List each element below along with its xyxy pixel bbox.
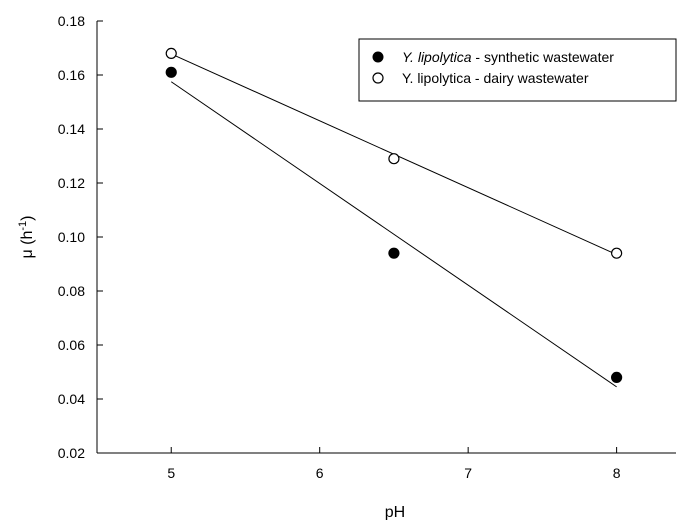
legend-label-dairy: Y. lipolytica - dairy wastewater	[402, 70, 589, 86]
legend-label-synthetic-rest: - synthetic wastewater	[472, 49, 615, 65]
legend-label-synthetic-italic: Y. lipolytica	[402, 49, 472, 65]
y-tick-label: 0.04	[58, 391, 85, 407]
y-tick-label: 0.12	[58, 175, 85, 191]
x-tick-label: 6	[316, 465, 324, 481]
fit-lines	[170, 53, 617, 388]
legend-label-synthetic: Y. lipolytica - synthetic wastewater	[402, 49, 614, 65]
data-point-series-1	[165, 47, 177, 60]
x-tick-label: 8	[613, 465, 621, 481]
y-tick-label: 0.06	[58, 337, 85, 353]
x-axis-title: pH	[385, 504, 405, 520]
data-point-series-0	[165, 66, 177, 78]
x-tick-label: 5	[167, 465, 175, 481]
y-axis-title-main: μ (h	[19, 231, 36, 259]
y-axis-title: μ (h-1)	[17, 216, 36, 259]
x-tick-label: 7	[464, 465, 472, 481]
y-ticks: 0.02 0.04 0.06 0.08 0.10 0.12 0.14 0.16 0.18	[58, 13, 103, 461]
fit-line-series-0	[170, 81, 617, 388]
y-tick-label: 0.08	[58, 283, 85, 299]
y-tick-label: 0.14	[58, 121, 85, 137]
y-tick-label: 0.16	[58, 67, 85, 83]
legend-marker-synthetic	[372, 51, 384, 63]
legend-label-dairy-rest: Y. lipolytica - dairy wastewater	[402, 70, 589, 86]
data-point-series-0	[388, 247, 400, 259]
y-axis-title-close: )	[19, 216, 36, 221]
legend: Y. lipolytica - synthetic wastewater Y. …	[358, 38, 677, 102]
y-tick-label: 0.02	[58, 445, 85, 461]
x-ticks: 5 6 7 8	[167, 447, 621, 481]
data-point-series-0	[611, 371, 623, 383]
legend-box	[358, 38, 677, 102]
data-point-series-1	[388, 153, 400, 165]
data-point-series-1	[611, 247, 623, 259]
data-points	[165, 47, 623, 383]
y-tick-label: 0.18	[58, 13, 85, 29]
y-tick-label: 0.10	[58, 229, 85, 245]
legend-marker-dairy	[372, 72, 384, 84]
y-axis-title-sup: -1	[17, 221, 29, 231]
